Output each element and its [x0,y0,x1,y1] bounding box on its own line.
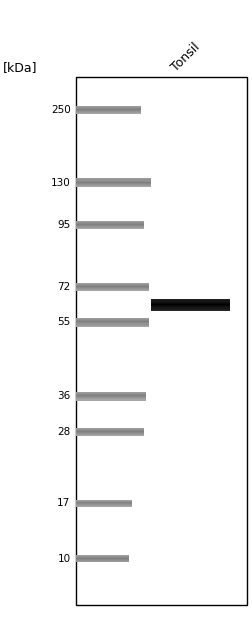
Bar [76,393,146,394]
Bar [76,183,151,184]
Bar [76,431,144,432]
Bar [76,285,149,286]
Bar [76,290,149,291]
Bar [76,500,132,502]
Text: 250: 250 [51,105,71,115]
Bar [76,395,146,396]
Bar [76,180,151,181]
Bar [76,392,146,393]
Bar [76,178,151,180]
Bar [76,557,129,558]
Bar [76,559,129,560]
Bar [76,224,144,225]
Bar [76,181,151,183]
Bar [76,502,132,503]
Bar [76,428,144,429]
Bar [151,303,230,304]
Bar [76,555,129,556]
Bar [151,306,230,307]
Bar [76,109,141,110]
Bar [151,305,230,306]
Bar [76,112,141,113]
Bar [76,284,149,285]
Bar [76,226,144,227]
Bar [76,504,132,505]
Text: 36: 36 [57,391,71,401]
Bar [76,289,149,290]
Text: 95: 95 [57,220,71,230]
Bar [76,186,151,187]
Bar [76,228,144,229]
Bar [76,396,146,397]
Bar [76,320,149,321]
Bar [76,505,132,506]
Bar [76,111,141,112]
Text: 130: 130 [51,178,71,188]
Bar [76,108,141,109]
Bar [76,287,149,288]
Bar [76,107,141,108]
Bar [151,307,230,308]
Bar [76,110,141,111]
Bar [76,286,149,287]
Bar [76,288,149,289]
Bar [76,503,132,504]
Bar [76,184,151,186]
Bar [76,433,144,434]
Bar [76,556,129,557]
Bar [76,106,141,107]
Bar [76,319,149,320]
Bar [76,397,146,399]
Bar [76,506,132,507]
Bar [76,113,141,114]
Bar [76,429,144,430]
Bar [151,308,230,310]
Bar [76,325,149,326]
Bar [76,432,144,433]
Bar [76,560,129,561]
Bar [76,558,129,559]
Text: [kDa]: [kDa] [3,61,37,74]
Bar [76,225,144,226]
Bar [76,221,144,222]
Bar [76,394,146,395]
Text: Tonsil: Tonsil [169,40,203,74]
Bar [151,302,230,303]
Bar [76,399,146,400]
Bar [76,318,149,319]
Bar [151,299,230,300]
Text: 55: 55 [57,317,71,328]
Text: 10: 10 [57,554,71,564]
Bar [151,304,230,305]
Bar [151,300,230,302]
Bar [76,222,144,223]
Bar [76,434,144,436]
Bar [76,283,149,284]
Bar [76,323,149,325]
Text: 17: 17 [57,499,71,508]
Bar [76,223,144,224]
Bar [151,310,230,311]
Bar [76,321,149,323]
Bar [76,430,144,431]
Text: 72: 72 [57,282,71,292]
Bar [76,561,129,563]
Bar [76,227,144,228]
Bar [76,77,247,605]
Text: 28: 28 [57,427,71,437]
